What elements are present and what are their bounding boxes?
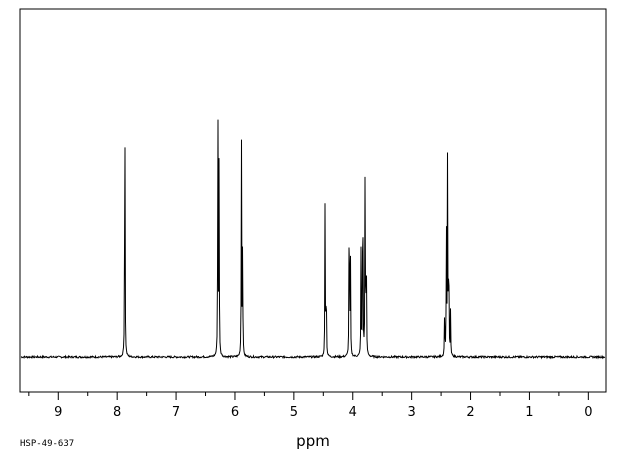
tick-label: 6 bbox=[231, 405, 239, 420]
tick-label: 9 bbox=[54, 405, 62, 420]
tick-label: 7 bbox=[172, 405, 180, 420]
tick-label: 8 bbox=[113, 405, 121, 420]
x-axis-tick-labels: 9 8 7 6 5 4 3 2 1 0 bbox=[54, 405, 592, 420]
tick-label: 3 bbox=[408, 405, 416, 420]
tick-label: 5 bbox=[290, 405, 298, 420]
x-axis-title: ppm bbox=[296, 432, 330, 450]
tick-label: 2 bbox=[466, 405, 474, 420]
tick-label: 1 bbox=[525, 405, 533, 420]
spectrum-trace bbox=[20, 119, 606, 360]
tick-label: 4 bbox=[349, 405, 357, 420]
plot-frame bbox=[19, 8, 607, 393]
x-axis-ticks bbox=[28, 392, 589, 400]
tick-label: 0 bbox=[584, 405, 592, 420]
sample-id-label: HSP-49-637 bbox=[20, 439, 74, 449]
